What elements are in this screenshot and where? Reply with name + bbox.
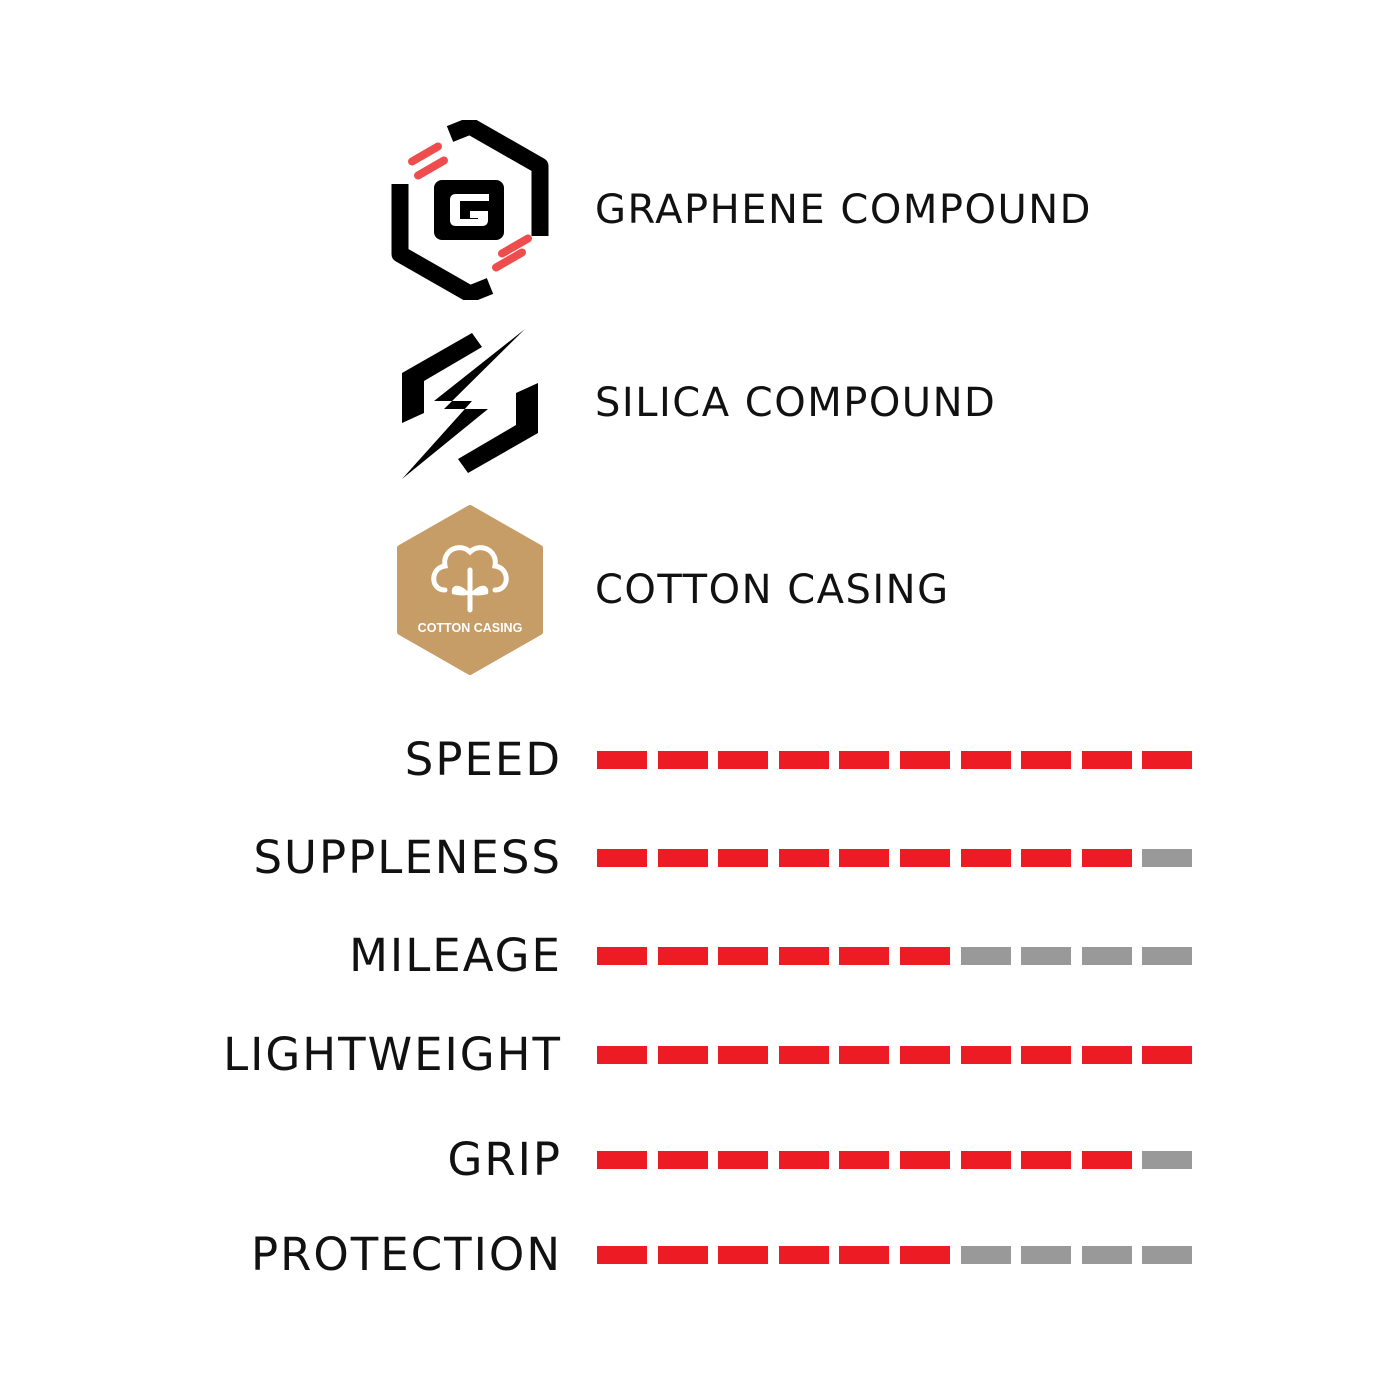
rating-bar [597, 1046, 1197, 1064]
rating-label: PROTECTION [250, 1228, 562, 1281]
rating-segment-filled [839, 751, 889, 769]
rating-row-lightweight: LIGHTWEIGHT [0, 1025, 1400, 1085]
rating-segment-empty [961, 947, 1011, 965]
rating-label: SPEED [404, 733, 562, 786]
rating-segment-filled [1021, 1046, 1071, 1064]
rating-segment-filled [658, 1151, 708, 1169]
rating-segment-filled [961, 849, 1011, 867]
rating-segment-filled [900, 751, 950, 769]
cotton-casing-icon: COTTON CASING [390, 500, 550, 680]
rating-segment-filled [718, 751, 768, 769]
rating-segment-filled [779, 1151, 829, 1169]
rating-segment-filled [718, 1246, 768, 1264]
rating-bar [597, 1151, 1197, 1169]
silica-icon [390, 313, 550, 493]
rating-segment-filled [900, 1151, 950, 1169]
rating-segment-filled [658, 1046, 708, 1064]
rating-segment-empty [961, 1246, 1011, 1264]
rating-label: GRIP [447, 1133, 562, 1186]
rating-segment-filled [839, 849, 889, 867]
rating-segment-filled [1021, 751, 1071, 769]
feature-graphene: GRAPHENE COMPOUND [0, 120, 1400, 300]
rating-segment-filled [839, 1046, 889, 1064]
rating-segment-filled [900, 947, 950, 965]
rating-segment-filled [597, 849, 647, 867]
rating-segment-filled [658, 1246, 708, 1264]
rating-row-suppleness: SUPPLENESS [0, 828, 1400, 888]
rating-segment-filled [718, 1151, 768, 1169]
graphene-icon [390, 120, 550, 300]
rating-segment-filled [718, 849, 768, 867]
rating-segment-filled [839, 947, 889, 965]
rating-bar [597, 1246, 1197, 1264]
rating-segment-filled [597, 947, 647, 965]
rating-row-grip: GRIP [0, 1130, 1400, 1190]
rating-segment-empty [1082, 1246, 1132, 1264]
rating-segment-filled [839, 1246, 889, 1264]
rating-segment-empty [1082, 947, 1132, 965]
rating-segment-filled [900, 1246, 950, 1264]
rating-label: MILEAGE [349, 929, 562, 982]
rating-segment-filled [658, 849, 708, 867]
rating-segment-filled [1082, 751, 1132, 769]
rating-bar [597, 751, 1197, 769]
rating-segment-filled [718, 1046, 768, 1064]
rating-bar [597, 849, 1197, 867]
rating-segment-empty [1142, 1151, 1192, 1169]
rating-segment-filled [779, 751, 829, 769]
rating-segment-empty [1142, 947, 1192, 965]
rating-row-protection: PROTECTION [0, 1225, 1400, 1285]
rating-segment-filled [779, 947, 829, 965]
rating-segment-filled [1082, 1151, 1132, 1169]
rating-segment-filled [961, 1046, 1011, 1064]
rating-segment-filled [900, 1046, 950, 1064]
rating-segment-filled [597, 751, 647, 769]
rating-segment-empty [1021, 1246, 1071, 1264]
rating-label: SUPPLENESS [253, 831, 562, 884]
rating-segment-filled [779, 1046, 829, 1064]
feature-label: GRAPHENE COMPOUND [595, 187, 1092, 233]
rating-segment-filled [779, 1246, 829, 1264]
rating-segment-filled [597, 1151, 647, 1169]
rating-segment-empty [1142, 1246, 1192, 1264]
rating-row-speed: SPEED [0, 730, 1400, 790]
feature-cotton-casing: COTTON CASING COTTON CASING [0, 500, 1400, 680]
rating-label: LIGHTWEIGHT [223, 1028, 562, 1081]
rating-segment-filled [961, 1151, 1011, 1169]
rating-segment-filled [1082, 849, 1132, 867]
rating-segment-filled [900, 849, 950, 867]
rating-segment-filled [1142, 751, 1192, 769]
rating-segment-filled [839, 1151, 889, 1169]
rating-segment-filled [1142, 1046, 1192, 1064]
rating-segment-filled [1021, 1151, 1071, 1169]
rating-segment-empty [1142, 849, 1192, 867]
rating-segment-filled [658, 947, 708, 965]
feature-label: SILICA COMPOUND [595, 380, 997, 426]
rating-segment-filled [597, 1246, 647, 1264]
rating-segment-filled [658, 751, 708, 769]
rating-segment-filled [718, 947, 768, 965]
cotton-casing-badge-text: COTTON CASING [418, 621, 523, 635]
rating-segment-filled [597, 1046, 647, 1064]
rating-segment-filled [961, 751, 1011, 769]
feature-silica: SILICA COMPOUND [0, 313, 1400, 493]
rating-segment-filled [1021, 849, 1071, 867]
rating-segment-filled [1082, 1046, 1132, 1064]
rating-segment-filled [779, 849, 829, 867]
rating-row-mileage: MILEAGE [0, 926, 1400, 986]
rating-segment-empty [1021, 947, 1071, 965]
rating-bar [597, 947, 1197, 965]
feature-label: COTTON CASING [595, 567, 950, 613]
